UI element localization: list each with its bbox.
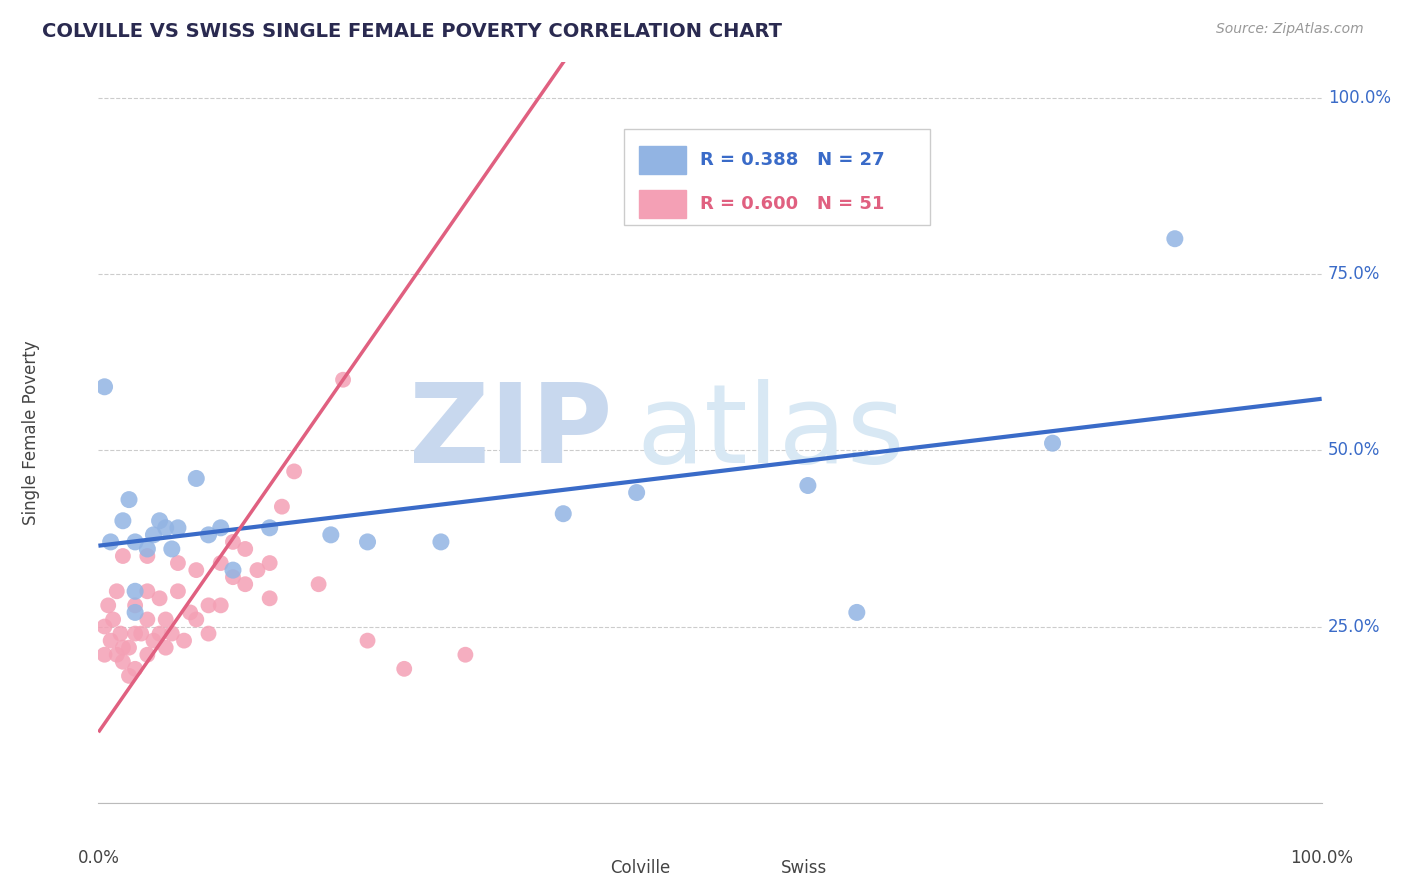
Point bbox=[222, 570, 245, 584]
Point bbox=[222, 563, 245, 577]
Point bbox=[111, 640, 134, 655]
Text: ZIP: ZIP bbox=[409, 379, 612, 486]
Point bbox=[259, 591, 281, 606]
Point bbox=[149, 514, 172, 528]
Point bbox=[233, 577, 256, 591]
Point bbox=[136, 584, 159, 599]
Point bbox=[845, 606, 868, 620]
Point bbox=[100, 633, 122, 648]
Point bbox=[186, 612, 208, 626]
Point bbox=[197, 599, 219, 613]
Point bbox=[246, 563, 269, 577]
Point bbox=[1042, 436, 1064, 450]
Point bbox=[454, 648, 477, 662]
Point bbox=[93, 619, 115, 633]
Point bbox=[124, 599, 146, 613]
Text: 50.0%: 50.0% bbox=[1327, 442, 1381, 459]
Point bbox=[149, 626, 172, 640]
Point bbox=[124, 535, 146, 549]
Point bbox=[118, 640, 141, 655]
Text: atlas: atlas bbox=[637, 379, 905, 486]
Bar bbox=[640, 145, 686, 174]
Text: 100.0%: 100.0% bbox=[1327, 88, 1391, 107]
Text: 75.0%: 75.0% bbox=[1327, 265, 1381, 283]
Point bbox=[197, 626, 219, 640]
Point bbox=[319, 528, 342, 542]
Point bbox=[160, 626, 183, 640]
Point bbox=[186, 471, 208, 485]
Point bbox=[186, 563, 208, 577]
Text: 25.0%: 25.0% bbox=[1327, 617, 1381, 635]
Point bbox=[332, 373, 354, 387]
Point bbox=[129, 626, 152, 640]
Point bbox=[233, 541, 256, 556]
Text: Swiss: Swiss bbox=[780, 859, 827, 877]
Point bbox=[136, 648, 159, 662]
Point bbox=[155, 640, 177, 655]
Point bbox=[97, 599, 120, 613]
Point bbox=[101, 612, 124, 626]
Point bbox=[124, 626, 146, 640]
Point bbox=[197, 528, 219, 542]
Point bbox=[167, 521, 190, 535]
Point bbox=[308, 577, 330, 591]
Point bbox=[111, 655, 134, 669]
Point bbox=[105, 648, 128, 662]
Point bbox=[259, 556, 281, 570]
Point bbox=[93, 380, 115, 394]
Point bbox=[105, 584, 128, 599]
Point bbox=[167, 556, 190, 570]
Point bbox=[111, 549, 134, 563]
Point bbox=[124, 662, 146, 676]
Point bbox=[209, 599, 232, 613]
Point bbox=[118, 669, 141, 683]
Point bbox=[430, 535, 453, 549]
Point bbox=[356, 633, 378, 648]
Point bbox=[124, 584, 146, 599]
Point bbox=[1164, 232, 1187, 246]
Point bbox=[136, 541, 159, 556]
Point bbox=[626, 485, 648, 500]
FancyBboxPatch shape bbox=[624, 129, 931, 226]
Point bbox=[167, 584, 190, 599]
Point bbox=[209, 556, 232, 570]
Point bbox=[160, 541, 183, 556]
Text: Source: ZipAtlas.com: Source: ZipAtlas.com bbox=[1216, 22, 1364, 37]
Point bbox=[142, 528, 165, 542]
Point bbox=[124, 606, 146, 620]
Point bbox=[553, 507, 575, 521]
Point bbox=[110, 626, 132, 640]
Point bbox=[118, 492, 141, 507]
Point bbox=[222, 535, 245, 549]
Point bbox=[100, 535, 122, 549]
Point bbox=[111, 514, 134, 528]
Point bbox=[259, 521, 281, 535]
Point bbox=[392, 662, 416, 676]
Point bbox=[149, 591, 172, 606]
Point bbox=[209, 521, 232, 535]
Text: Colville: Colville bbox=[610, 859, 671, 877]
Text: COLVILLE VS SWISS SINGLE FEMALE POVERTY CORRELATION CHART: COLVILLE VS SWISS SINGLE FEMALE POVERTY … bbox=[42, 22, 782, 41]
Point bbox=[142, 633, 165, 648]
Text: R = 0.388   N = 27: R = 0.388 N = 27 bbox=[700, 151, 884, 169]
Point bbox=[93, 648, 115, 662]
Point bbox=[283, 464, 305, 478]
Point bbox=[270, 500, 294, 514]
Point bbox=[155, 612, 177, 626]
Text: R = 0.600   N = 51: R = 0.600 N = 51 bbox=[700, 195, 884, 213]
Point bbox=[136, 612, 159, 626]
Bar bbox=[734, 857, 773, 879]
Point bbox=[797, 478, 820, 492]
Point bbox=[136, 549, 159, 563]
Point bbox=[356, 535, 378, 549]
Point bbox=[155, 521, 177, 535]
Point bbox=[173, 633, 195, 648]
Text: 0.0%: 0.0% bbox=[77, 848, 120, 867]
Text: Single Female Poverty: Single Female Poverty bbox=[22, 341, 41, 524]
Text: 100.0%: 100.0% bbox=[1291, 848, 1353, 867]
Bar bbox=[640, 190, 686, 219]
Bar bbox=[564, 857, 602, 879]
Point bbox=[179, 606, 201, 620]
